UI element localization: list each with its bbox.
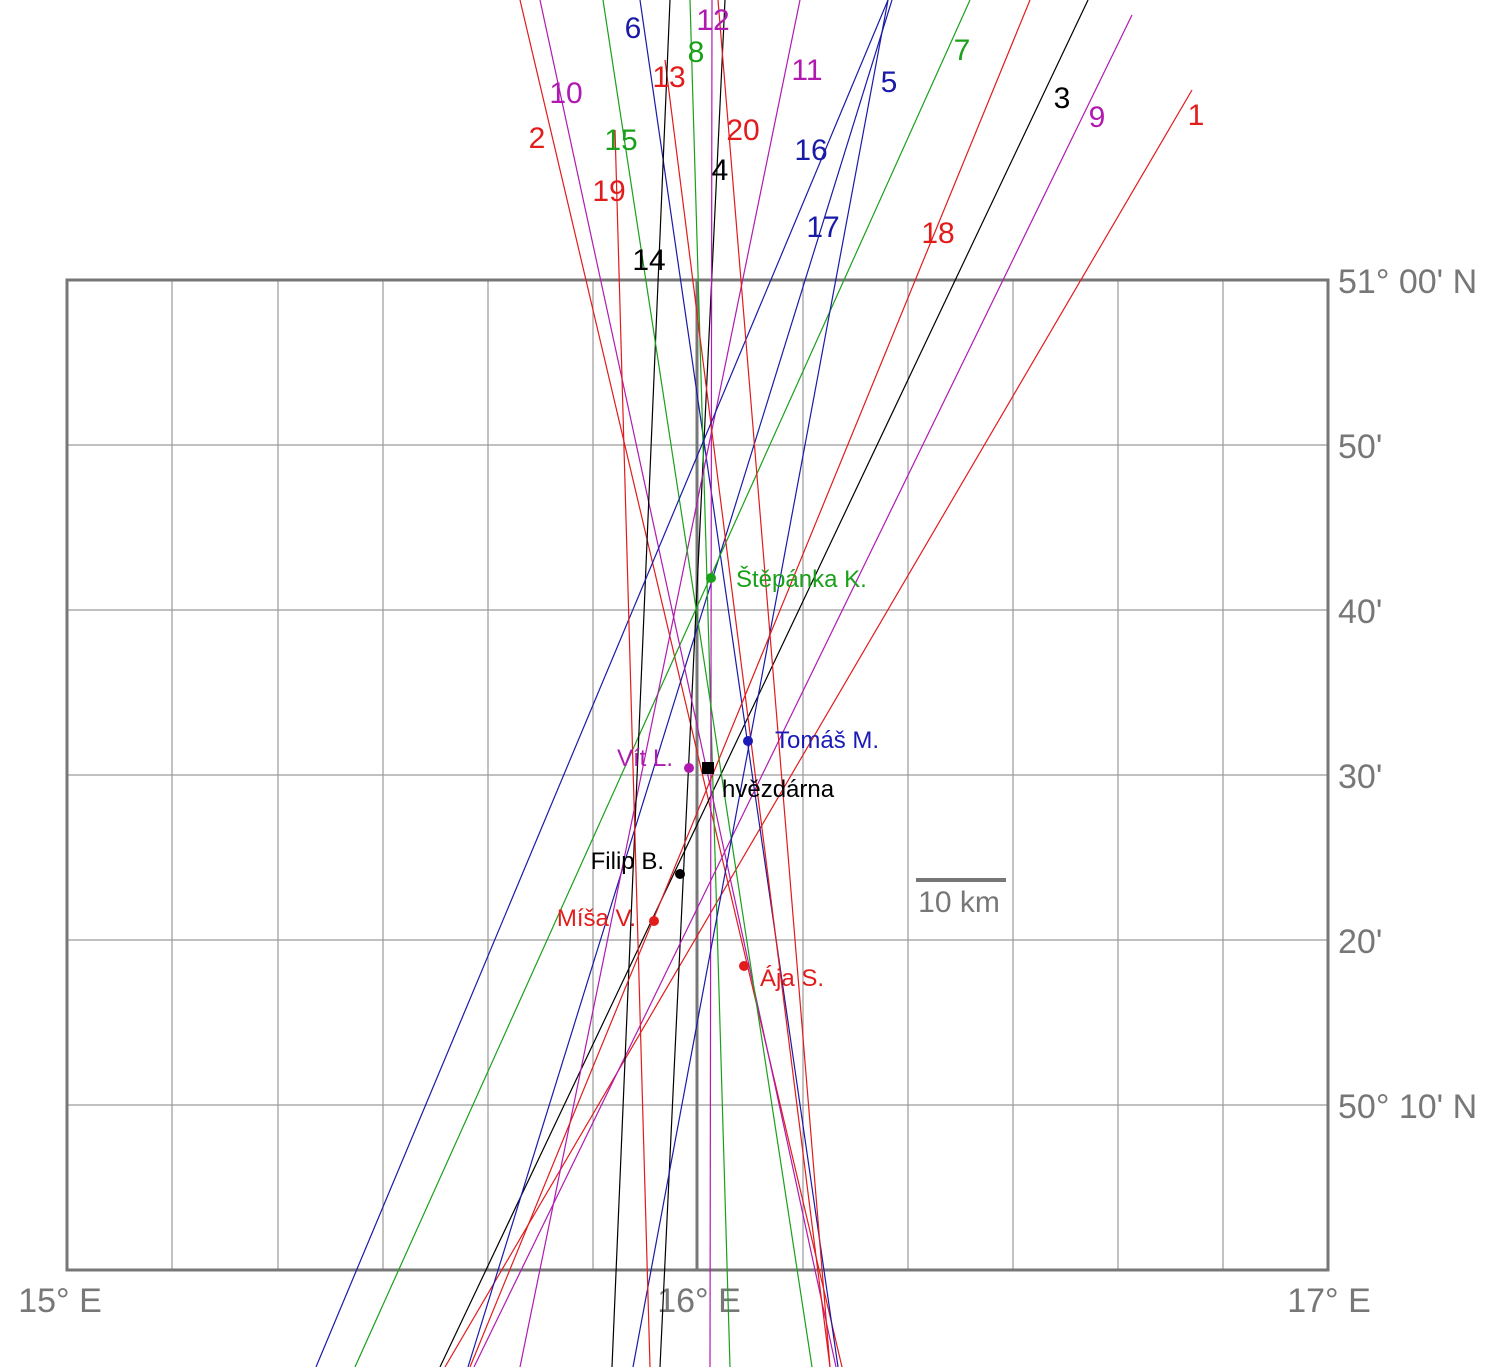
observer-tomas-m: Tomáš M. xyxy=(743,727,879,754)
observer-label: Ája S. xyxy=(760,965,824,992)
observer-label: Míša V. xyxy=(557,905,636,932)
line-label-6: 6 xyxy=(625,12,642,45)
observer-vit-l: Vít L. xyxy=(617,745,694,773)
direction-lines xyxy=(315,0,1193,1367)
latitude-labels: 51° 00' N 50' 40' 30' 20' 50° 10' N xyxy=(1338,263,1477,1126)
observer-filip-b: Filip B. xyxy=(591,848,685,879)
line-8 xyxy=(689,0,731,1367)
observer-marker xyxy=(743,736,753,746)
lon-label-17e: 17° E xyxy=(1287,1282,1371,1320)
lon-label-16e: 16° E xyxy=(657,1282,741,1320)
line-label-10: 10 xyxy=(549,77,582,110)
observer-aja-s: Ája S. xyxy=(739,961,824,992)
observatory-marker xyxy=(702,762,714,774)
line-4 xyxy=(659,0,726,1367)
observer-marker xyxy=(739,961,749,971)
line-10 xyxy=(539,0,837,1367)
line-19 xyxy=(614,129,651,1367)
line-label-1: 1 xyxy=(1188,99,1205,132)
line-label-16: 16 xyxy=(794,134,827,167)
lon-label-15e: 15° E xyxy=(18,1282,102,1320)
observer-marker xyxy=(649,916,659,926)
lat-label-50-10: 50° 10' N xyxy=(1338,1088,1477,1126)
line-1 xyxy=(444,89,1193,1367)
line-label-19: 19 xyxy=(592,175,625,208)
line-label-2: 2 xyxy=(529,122,546,155)
longitude-labels: 15° E 16° E 17° E xyxy=(18,1282,1371,1320)
line-label-17: 17 xyxy=(806,211,839,244)
observer-marker xyxy=(675,869,685,879)
line-2 xyxy=(519,0,843,1367)
observatory: hvězdárna xyxy=(702,762,835,803)
line-label-5: 5 xyxy=(881,66,898,99)
observer-marker xyxy=(706,573,716,583)
observer-marker xyxy=(684,763,694,773)
line-labels: 1 2 3 4 5 6 7 8 9 10 11 12 13 14 15 16 1… xyxy=(529,4,1205,277)
line-label-14: 14 xyxy=(632,244,665,277)
line-14 xyxy=(611,0,671,1367)
line-12 xyxy=(709,0,713,1367)
observer-points: Štěpánka K. Tomáš M. Vít L. Filip B. Míš… xyxy=(557,565,879,992)
line-18 xyxy=(469,0,1031,1367)
lat-label-20: 20' xyxy=(1338,923,1382,961)
observer-label: Štěpánka K. xyxy=(736,565,867,593)
line-label-4: 4 xyxy=(712,154,729,187)
line-label-3: 3 xyxy=(1054,82,1071,115)
scale-bar: 10 km xyxy=(916,878,1006,919)
line-label-7: 7 xyxy=(954,34,971,67)
observer-stepanka-k: Štěpánka K. xyxy=(706,565,867,593)
line-17 xyxy=(632,0,889,1367)
line-7 xyxy=(354,0,971,1367)
line-5 xyxy=(467,0,893,1367)
observer-label: Vít L. xyxy=(617,745,673,772)
map-frame xyxy=(65,278,1330,1272)
line-label-9: 9 xyxy=(1089,101,1106,134)
observatory-label: hvězdárna xyxy=(722,776,835,803)
observer-misa-v: Míša V. xyxy=(557,905,659,932)
line-label-15: 15 xyxy=(604,124,637,157)
line-15 xyxy=(602,0,813,1367)
line-16 xyxy=(315,0,889,1367)
line-label-11: 11 xyxy=(791,54,822,87)
line-label-8: 8 xyxy=(688,36,705,69)
line-label-12: 12 xyxy=(696,4,729,37)
line-label-18: 18 xyxy=(921,217,954,250)
line-label-20: 20 xyxy=(726,114,759,147)
grid xyxy=(65,278,1330,1272)
lat-label-40: 40' xyxy=(1338,593,1382,631)
scale-bar-label: 10 km xyxy=(918,886,1000,919)
observer-label: Tomáš M. xyxy=(775,727,879,754)
lat-label-51-00: 51° 00' N xyxy=(1338,263,1477,301)
line-6 xyxy=(639,0,839,1367)
line-20 xyxy=(717,0,831,1367)
line-11 xyxy=(519,0,801,1367)
observer-label: Filip B. xyxy=(591,848,664,875)
line-9 xyxy=(473,14,1133,1367)
lat-label-50: 50' xyxy=(1338,428,1382,466)
line-13 xyxy=(664,59,831,1367)
line-label-13: 13 xyxy=(652,61,685,94)
lat-label-30: 30' xyxy=(1338,758,1382,796)
line-3 xyxy=(439,0,1089,1367)
